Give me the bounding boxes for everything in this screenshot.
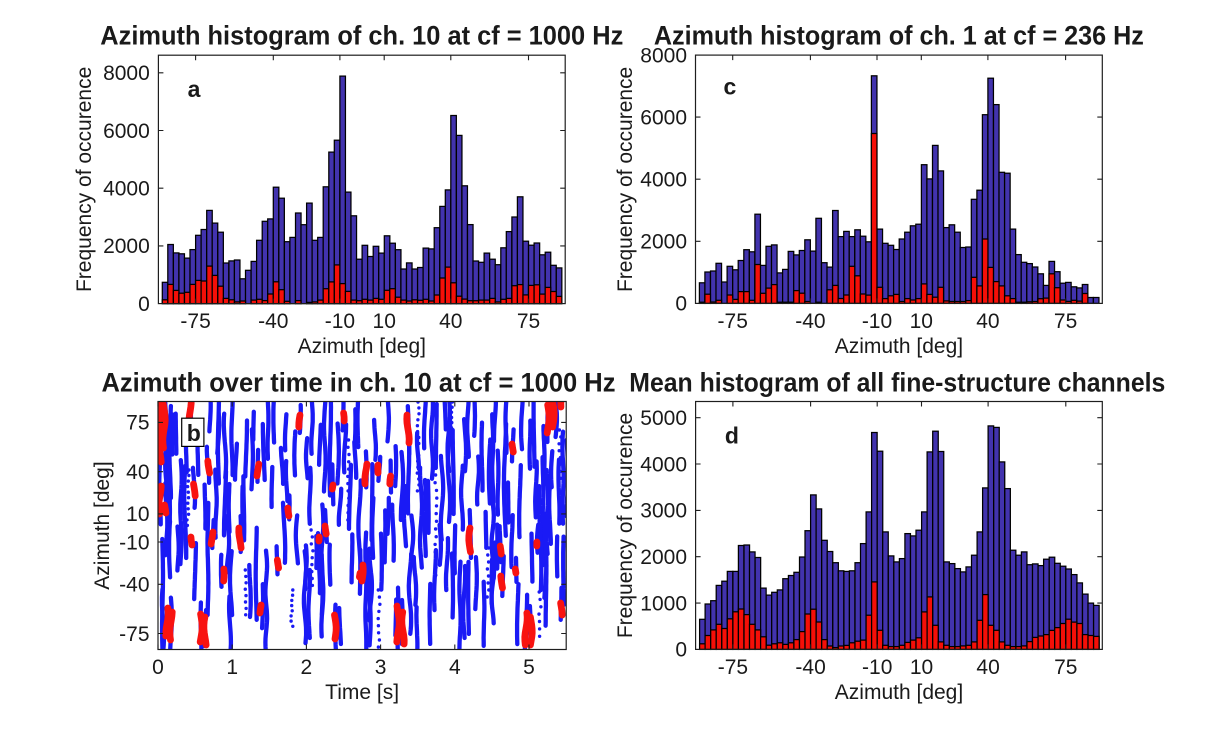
svg-text:2000: 2000 xyxy=(103,235,150,258)
svg-text:-40: -40 xyxy=(258,310,288,333)
svg-text:a: a xyxy=(188,76,201,102)
svg-text:Azimuth histogram of ch. 10 at: Azimuth histogram of ch. 10 at cf = 1000… xyxy=(100,21,623,51)
svg-text:10: 10 xyxy=(910,656,933,679)
svg-text:5: 5 xyxy=(523,656,535,679)
svg-text:d: d xyxy=(725,422,739,448)
svg-text:3: 3 xyxy=(375,656,387,679)
svg-text:-10: -10 xyxy=(862,656,892,679)
svg-text:b: b xyxy=(187,420,201,446)
svg-text:2000: 2000 xyxy=(640,546,687,569)
svg-text:2: 2 xyxy=(301,656,313,679)
svg-text:0: 0 xyxy=(138,293,150,316)
svg-text:10: 10 xyxy=(373,310,396,333)
svg-text:40: 40 xyxy=(976,310,999,333)
svg-text:-10: -10 xyxy=(862,310,892,333)
svg-text:-75: -75 xyxy=(119,623,149,646)
svg-text:8000: 8000 xyxy=(103,62,150,85)
svg-text:Azimuth over time in ch. 10 at: Azimuth over time in ch. 10 at cf = 1000… xyxy=(102,367,616,397)
svg-text:Frequency of occurence: Frequency of occurence xyxy=(614,67,637,292)
svg-text:Time [s]: Time [s] xyxy=(325,681,399,704)
svg-text:0: 0 xyxy=(675,293,687,316)
svg-text:6000: 6000 xyxy=(640,106,687,129)
svg-text:4: 4 xyxy=(449,656,461,679)
svg-text:75: 75 xyxy=(1054,310,1077,333)
svg-text:-40: -40 xyxy=(119,574,149,597)
svg-text:Azimuth histogram of ch. 1 at: Azimuth histogram of ch. 1 at cf = 236 H… xyxy=(654,21,1144,51)
svg-text:3000: 3000 xyxy=(640,500,687,523)
svg-text:-75: -75 xyxy=(718,310,748,333)
svg-text:Azimuth [deg]: Azimuth [deg] xyxy=(91,461,114,589)
svg-text:Azimuth [deg]: Azimuth [deg] xyxy=(835,681,963,704)
svg-text:-75: -75 xyxy=(718,656,748,679)
svg-text:Azimuth [deg]: Azimuth [deg] xyxy=(298,335,426,358)
svg-text:75: 75 xyxy=(1054,656,1077,679)
svg-text:Mean histogram of all fine-str: Mean histogram of all fine-structure cha… xyxy=(629,367,1165,397)
svg-text:6000: 6000 xyxy=(103,120,150,143)
svg-text:c: c xyxy=(724,74,737,100)
svg-text:0: 0 xyxy=(152,656,164,679)
svg-text:0: 0 xyxy=(675,639,687,662)
svg-text:4000: 4000 xyxy=(103,178,150,201)
svg-text:75: 75 xyxy=(517,310,540,333)
svg-text:2000: 2000 xyxy=(640,231,687,254)
svg-text:5000: 5000 xyxy=(640,407,687,430)
svg-text:40: 40 xyxy=(126,461,149,484)
svg-text:40: 40 xyxy=(439,310,462,333)
svg-text:40: 40 xyxy=(976,656,999,679)
svg-text:4000: 4000 xyxy=(640,169,687,192)
svg-text:8000: 8000 xyxy=(640,44,687,67)
svg-text:-40: -40 xyxy=(795,310,825,333)
svg-text:75: 75 xyxy=(126,412,149,435)
svg-text:Frequency of occurence: Frequency of occurence xyxy=(73,67,96,292)
svg-text:-10: -10 xyxy=(325,310,355,333)
svg-text:4000: 4000 xyxy=(640,453,687,476)
svg-text:-10: -10 xyxy=(119,531,149,554)
svg-text:1: 1 xyxy=(226,656,238,679)
svg-text:10: 10 xyxy=(910,310,933,333)
svg-text:1000: 1000 xyxy=(640,592,687,615)
svg-text:Azimuth [deg]: Azimuth [deg] xyxy=(835,335,963,358)
svg-text:-75: -75 xyxy=(180,310,210,333)
svg-text:-40: -40 xyxy=(795,656,825,679)
svg-text:10: 10 xyxy=(126,503,149,526)
svg-text:Frequency of occurence: Frequency of occurence xyxy=(614,413,637,638)
